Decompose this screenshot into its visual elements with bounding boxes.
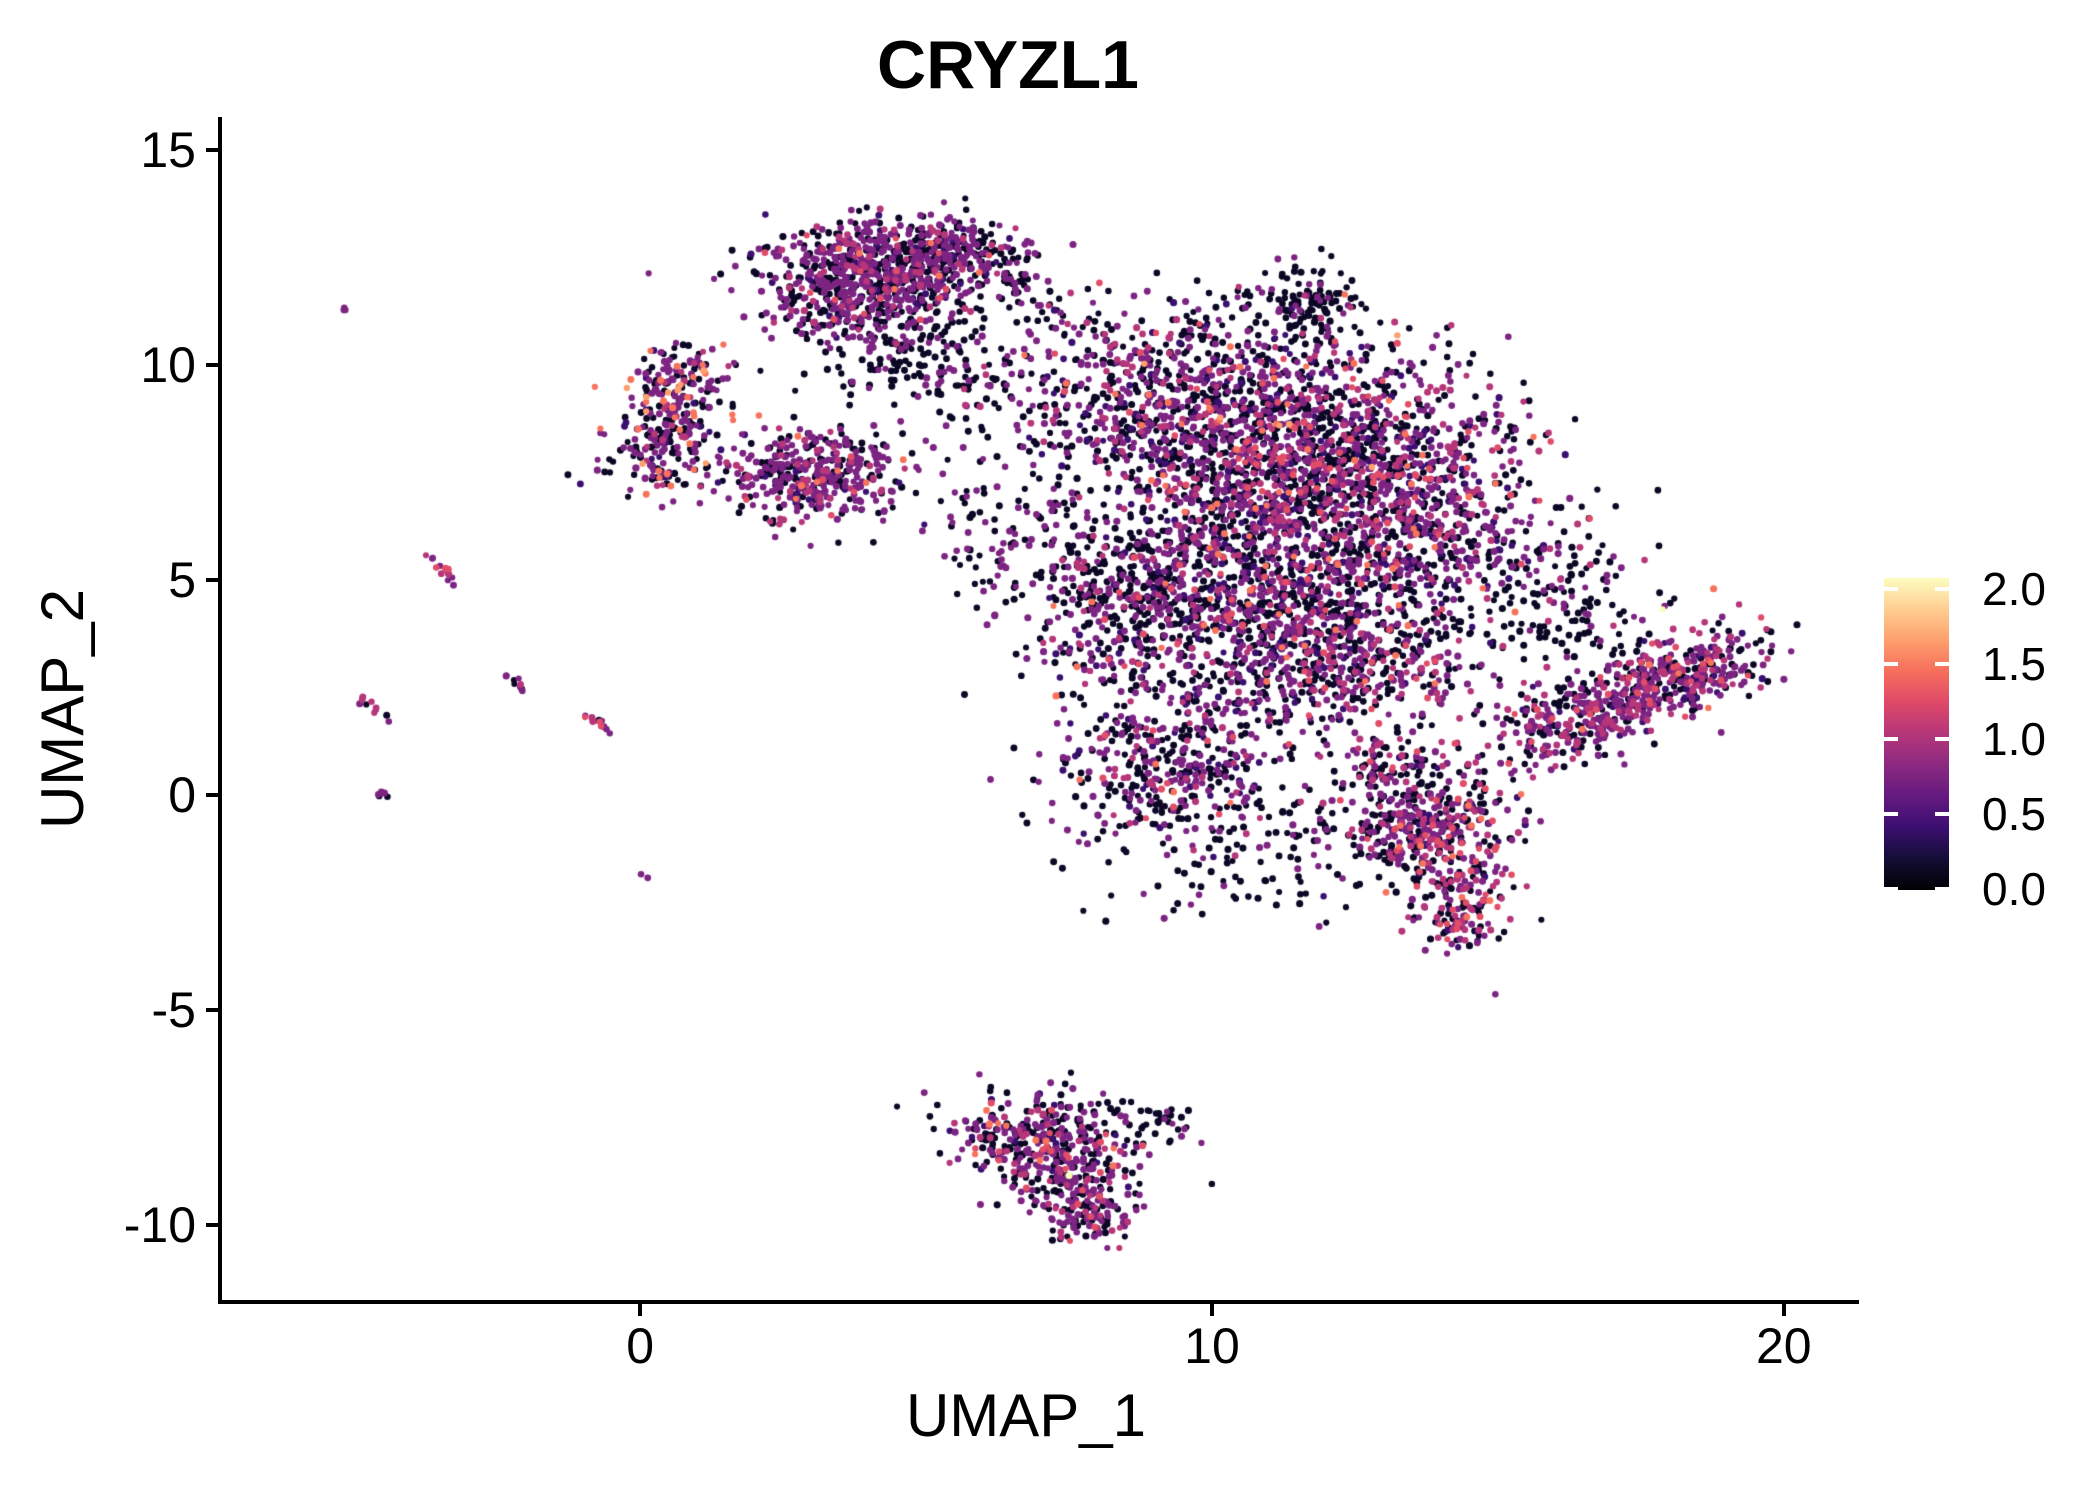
x-tick-label: 10: [1184, 1318, 1240, 1374]
x-tick-mark: [1209, 1303, 1214, 1316]
colorbar-tick: [1935, 887, 1949, 891]
colorbar-tick-label: 2.0: [1982, 563, 2046, 615]
x-tick-mark: [1781, 1303, 1786, 1316]
colorbar-tick-label: 1.0: [1982, 713, 2046, 765]
y-tick-mark: [206, 792, 219, 797]
y-tick-mark: [206, 148, 219, 153]
colorbar-tick: [1884, 662, 1898, 666]
y-axis-line: [218, 117, 222, 1304]
colorbar-tick: [1935, 812, 1949, 816]
plot-title: CRYZL1: [877, 27, 1139, 103]
y-tick-label: 5: [168, 552, 196, 609]
y-tick-mark: [206, 578, 219, 583]
colorbar-tick: [1884, 887, 1898, 891]
x-axis-title: UMAP_1: [905, 1382, 1147, 1449]
y-tick-mark: [206, 363, 219, 368]
colorbar-tick: [1884, 587, 1898, 591]
colorbar-tick-label: 0.0: [1982, 863, 2046, 915]
x-tick-label: 20: [1755, 1318, 1812, 1374]
y-tick-label: 10: [140, 337, 196, 394]
colorbar-tick: [1935, 662, 1949, 666]
y-tick-label: 0: [168, 766, 196, 823]
y-tick-mark: [206, 1222, 219, 1227]
y-axis-title: UMAP_2: [29, 588, 96, 830]
y-tick-label: -5: [151, 981, 196, 1038]
colorbar-tick: [1935, 587, 1949, 591]
colorbar-tick: [1884, 812, 1898, 816]
x-tick-mark: [638, 1303, 643, 1316]
y-tick-label: 15: [140, 122, 196, 179]
colorbar-gradient: [1884, 578, 1949, 890]
x-tick-label: 0: [626, 1318, 655, 1374]
y-tick-label: -10: [123, 1196, 196, 1253]
colorbar-tick: [1935, 737, 1949, 741]
colorbar-tick: [1884, 737, 1898, 741]
y-tick-mark: [206, 1007, 219, 1012]
colorbar-tick-label: 0.5: [1982, 788, 2046, 840]
x-axis-line: [218, 1300, 1859, 1304]
colorbar-tick-label: 1.5: [1982, 638, 2046, 690]
